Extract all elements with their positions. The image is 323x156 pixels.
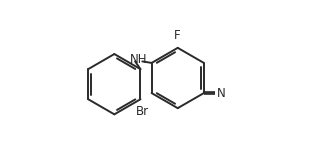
Text: NH: NH: [130, 53, 147, 66]
Text: N: N: [216, 87, 225, 100]
Text: Br: Br: [136, 105, 149, 118]
Text: F: F: [174, 29, 180, 42]
